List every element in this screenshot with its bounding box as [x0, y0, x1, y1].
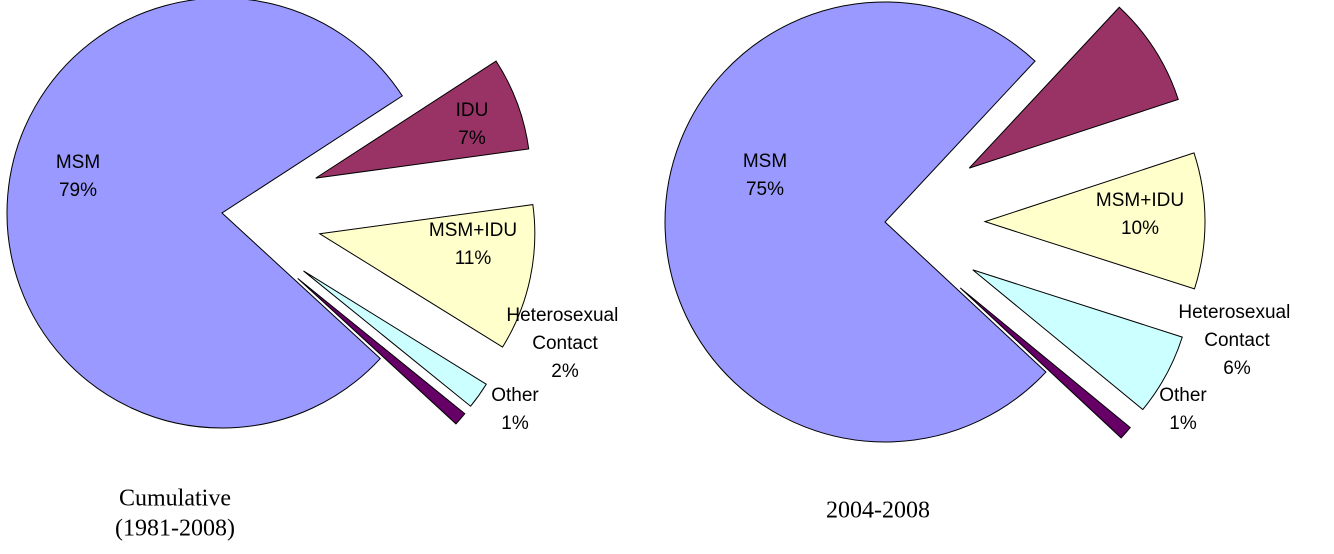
- slice-value: 2%: [551, 361, 579, 382]
- slice-label: Heterosexual Contact: [1178, 302, 1295, 351]
- pie-slice: [315, 60, 530, 179]
- pie-slice: [972, 269, 1183, 411]
- slice-value: 11%: [455, 248, 492, 269]
- slice-value: 6%: [1223, 358, 1251, 379]
- chart-title: (1981-2008): [115, 516, 235, 542]
- slice-label-line: MSM: [56, 152, 100, 173]
- slice-label-line: Other: [1159, 385, 1207, 406]
- slice-label: IDU: [456, 100, 489, 121]
- slice-label: MSM+IDU: [1096, 190, 1184, 211]
- slice-label-line: MSM+IDU: [429, 220, 517, 241]
- slice-value: 75%: [746, 179, 784, 200]
- slice-label: MSM: [56, 152, 100, 173]
- pie-slice: [983, 152, 1206, 290]
- slice-value: 1%: [1169, 413, 1197, 434]
- slice-value: 79%: [59, 180, 97, 201]
- slice-label-line: Contact: [1204, 330, 1270, 351]
- pie-slice: [664, 1, 1047, 443]
- pie-slice: [303, 270, 487, 407]
- pie-slice: [959, 287, 1131, 439]
- slice-label: MSM: [743, 151, 787, 172]
- slice-value: 1%: [501, 413, 529, 434]
- slice-label-line: Other: [491, 385, 539, 406]
- pie-slice: [968, 6, 1179, 169]
- slice-label-line: IDU: [456, 100, 489, 121]
- slice-label-line: MSM+IDU: [1096, 190, 1184, 211]
- pie-slice: [318, 204, 536, 348]
- slice-label: Other: [491, 385, 539, 406]
- slice-value: 7%: [458, 128, 486, 149]
- chart-title: 2004-2008: [826, 498, 930, 524]
- pie-slice: [297, 277, 466, 425]
- slice-label: MSM+IDU: [429, 220, 517, 241]
- slice-label: Heterosexual Contact: [506, 305, 623, 354]
- slice-label-line: Heterosexual: [506, 305, 623, 326]
- slice-label-line: MSM: [743, 151, 787, 172]
- chart-title: Cumulative: [119, 486, 231, 512]
- slice-label-line: Contact: [532, 333, 598, 354]
- pie-slice: [6, 0, 404, 429]
- slice-label: Other: [1159, 385, 1207, 406]
- slice-label-line: Heterosexual: [1178, 302, 1295, 323]
- slice-value: 10%: [1121, 218, 1159, 239]
